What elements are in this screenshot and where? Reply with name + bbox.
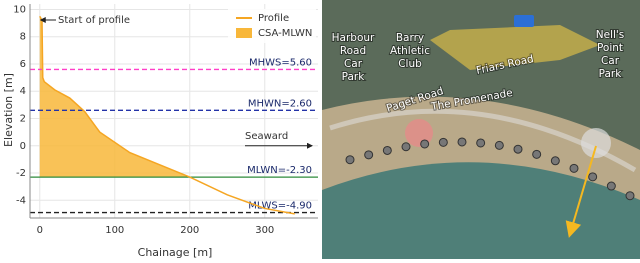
reference-label: MHWN=2.60 (248, 98, 312, 109)
survey-point (532, 149, 542, 159)
map-label: Road (340, 45, 366, 57)
survey-point (401, 142, 411, 152)
reference-label: MLWS=-4.90 (248, 201, 312, 212)
survey-point (494, 140, 504, 150)
map-label: Barry (396, 32, 424, 44)
y-tick-label: 6 (20, 59, 26, 70)
road (430, 25, 600, 70)
map-label: Park (342, 71, 366, 83)
y-axis-label: Elevation [m] (2, 73, 15, 147)
survey-point (625, 191, 635, 201)
map-label: Car (344, 58, 363, 70)
survey-point (345, 155, 355, 165)
map-label: Point (597, 42, 623, 54)
survey-point (420, 139, 430, 149)
line (39, 15, 295, 215)
map-label: Nell's (596, 29, 625, 41)
x-axis-label: Chainage [m] (138, 246, 213, 259)
x-tick-label: 200 (180, 225, 199, 236)
sea (322, 162, 640, 259)
survey-point (364, 150, 374, 160)
reference-label: MLWN=-2.30 (247, 165, 312, 176)
x-tick-label: 300 (255, 225, 274, 236)
y-tick-label: 0 (20, 141, 26, 152)
legend-label: CSA-MLWN (258, 28, 312, 39)
x-tick-label: 100 (105, 225, 124, 236)
survey-point (457, 137, 467, 147)
reference-label: MHWS=5.60 (249, 57, 312, 68)
highlight (581, 128, 611, 158)
survey-point (382, 145, 392, 155)
y-tick-label: 2 (20, 113, 26, 124)
survey-point (606, 181, 616, 191)
x-tick-label: 0 (37, 225, 43, 236)
bus-icon (514, 15, 534, 27)
map-label: Park (599, 68, 623, 80)
arrow (565, 145, 597, 238)
map-label: Club (398, 58, 422, 70)
survey-point (550, 156, 560, 166)
y-tick-label: -4 (16, 195, 26, 206)
y-tick-label: 4 (20, 86, 26, 97)
survey-point (569, 163, 579, 173)
annotation: Start of profile (58, 15, 130, 26)
y-tick-label: -2 (16, 168, 26, 179)
map-label: Harbour (332, 32, 375, 44)
survey-points (345, 137, 635, 201)
survey-point (476, 138, 486, 148)
y-tick-label: 10 (13, 4, 26, 15)
legend-label: Profile (258, 13, 289, 24)
survey-point (513, 144, 523, 154)
legend-swatch (236, 28, 252, 38)
annotation: Seaward (245, 131, 288, 142)
map-label: Car (601, 55, 620, 67)
area (39, 16, 190, 178)
y-tick-label: 8 (20, 32, 26, 43)
survey-point (588, 172, 598, 182)
survey-point (438, 137, 448, 147)
map-label: Athletic (390, 45, 430, 57)
